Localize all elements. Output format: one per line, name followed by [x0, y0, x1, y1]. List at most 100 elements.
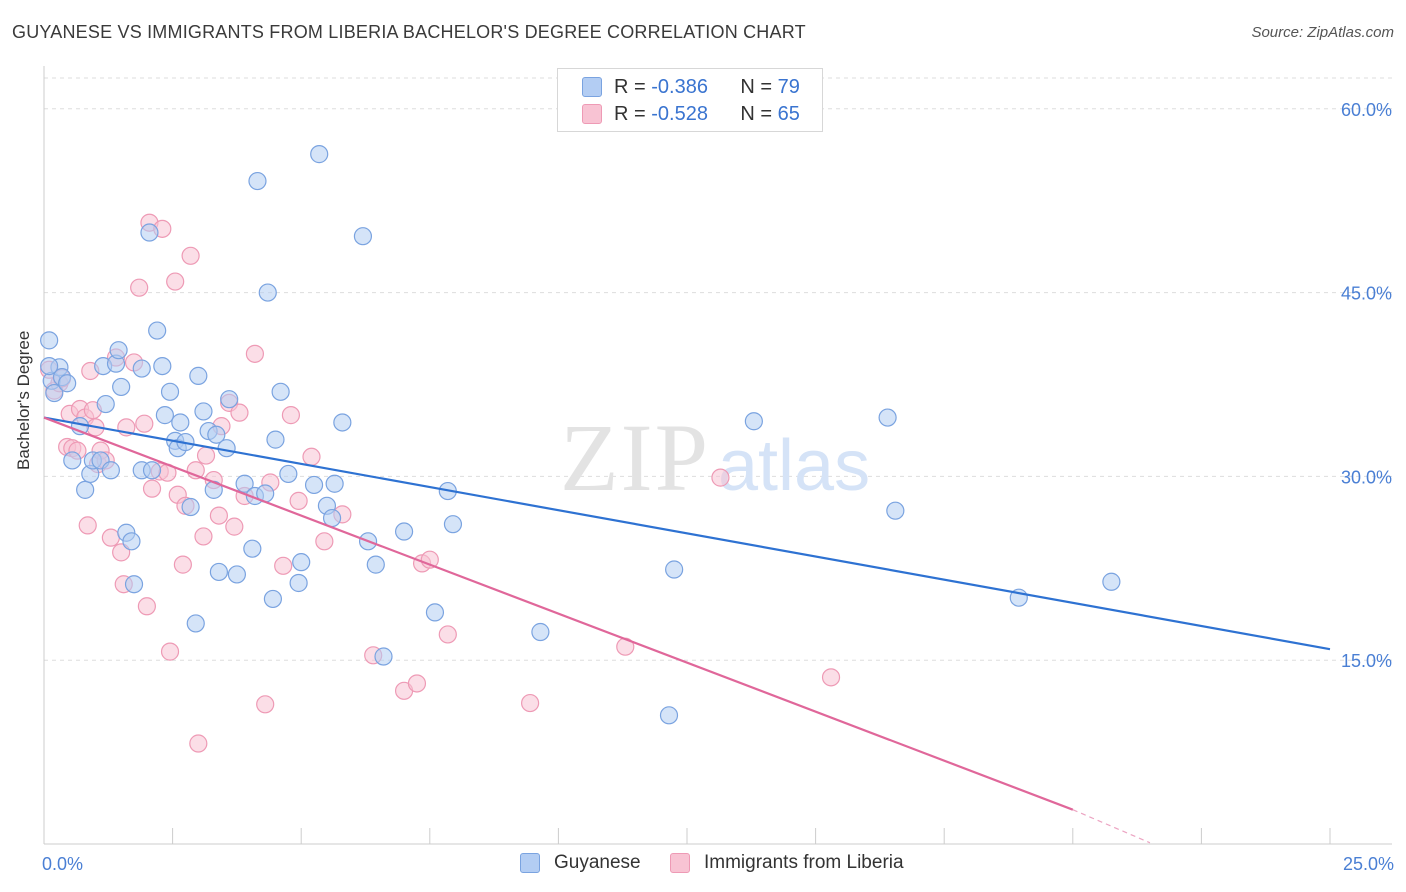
- guyanese-point: [63, 451, 82, 470]
- grid-lines: [44, 77, 1392, 661]
- legend-r-label: R =: [614, 102, 646, 125]
- guyanese-point: [394, 522, 414, 541]
- guyanese-point: [665, 560, 684, 579]
- liberia-point: [194, 527, 213, 546]
- liberia-point: [160, 642, 180, 661]
- guyanese-point: [207, 425, 226, 444]
- guyanese-point: [186, 614, 205, 633]
- liberia-point: [302, 447, 321, 466]
- guyanese-point: [181, 497, 200, 517]
- trend-lines: [43, 416, 1331, 844]
- y-tick-label: 15.0%: [1341, 651, 1392, 671]
- liberia-point: [407, 674, 427, 693]
- y-tick-label: 60.0%: [1341, 100, 1392, 120]
- y-tick-label: 45.0%: [1341, 284, 1392, 304]
- guyanese-point: [271, 382, 290, 401]
- trend-line-guyanese: [43, 416, 1331, 651]
- liberia-point: [209, 506, 228, 525]
- liberia-point: [166, 272, 185, 291]
- guyanese-point: [160, 382, 180, 401]
- guyanese-point: [243, 539, 262, 558]
- guyanese-point: [443, 515, 463, 534]
- guyanese-point: [353, 227, 373, 246]
- guyanese-point: [366, 555, 385, 574]
- liberia-point: [225, 517, 244, 536]
- liberia-point: [438, 625, 457, 644]
- guyanese-point: [258, 283, 277, 302]
- guyanese-point: [58, 374, 77, 393]
- guyanese-point: [310, 145, 329, 164]
- guyanese-point: [209, 562, 228, 582]
- guyanese-point: [263, 589, 283, 609]
- guyanese-point: [886, 501, 905, 520]
- guyanese-point: [112, 377, 131, 397]
- series-swatch-liberia: [670, 853, 690, 873]
- guyanese-point: [109, 341, 128, 360]
- axes: [43, 66, 1392, 845]
- liberia-point: [130, 278, 149, 297]
- liberia-point: [173, 555, 192, 574]
- legend-swatch-guyanese: [582, 77, 602, 97]
- trend-line-liberia-extension: [1072, 809, 1151, 844]
- guyanese-point: [333, 413, 352, 432]
- guyanese-point: [266, 430, 285, 449]
- watermark-zip: ZIP: [560, 404, 710, 511]
- legend-row-liberia: R = -0.528 N = 65: [582, 101, 800, 127]
- tick-labels: 15.0% 30.0% 45.0% 60.0% 0.0% 25.0%: [42, 100, 1394, 874]
- liberia-point: [137, 597, 156, 616]
- guyanese-point: [235, 474, 254, 493]
- series-legend-guyanese: Guyanese: [520, 852, 641, 874]
- guyanese-point: [124, 575, 144, 594]
- guyanese-point: [289, 573, 308, 593]
- series-liberia-points: [40, 213, 841, 753]
- guyanese-point: [374, 647, 393, 666]
- liberia-point: [315, 532, 334, 551]
- x-tick-label: 0.0%: [42, 854, 83, 874]
- legend-n-label: N =: [740, 102, 773, 125]
- liberia-point: [256, 695, 275, 714]
- liberia-point: [101, 528, 120, 547]
- guyanese-point: [325, 474, 344, 493]
- legend-n-label: N =: [740, 75, 773, 98]
- liberia-point: [189, 734, 208, 753]
- guyanese-point: [96, 394, 115, 414]
- liberia-point: [711, 468, 730, 487]
- guyanese-point: [155, 406, 174, 425]
- liberia-point: [245, 344, 265, 363]
- series-legend: Guyanese Immigrants from Liberia: [0, 852, 1406, 878]
- liberia-point: [135, 414, 154, 433]
- guyanese-point: [279, 464, 298, 484]
- guyanese-point: [531, 622, 550, 642]
- guyanese-point: [878, 408, 897, 427]
- guyanese-point: [425, 603, 445, 622]
- legend-swatch-liberia: [582, 104, 602, 124]
- guyanese-point: [122, 532, 141, 551]
- guyanese-point: [248, 171, 267, 191]
- guyanese-point: [189, 366, 208, 385]
- liberia-point: [181, 246, 200, 265]
- guyanese-point: [40, 356, 59, 376]
- legend-n-value: 79: [777, 75, 800, 98]
- liberia-point: [196, 446, 216, 465]
- chart-title: GUYANESE VS IMMIGRANTS FROM LIBERIA BACH…: [12, 22, 806, 42]
- guyanese-point: [1102, 572, 1121, 591]
- liberia-point: [230, 403, 249, 422]
- y-tick-label: 30.0%: [1341, 467, 1392, 487]
- series-legend-liberia: Immigrants from Liberia: [670, 852, 904, 874]
- liberia-point: [821, 668, 841, 687]
- legend-r-value: -0.528: [651, 102, 708, 125]
- source-credit: Source: ZipAtlas.com: [1251, 24, 1394, 41]
- guyanese-point: [142, 461, 162, 480]
- liberia-point: [289, 491, 308, 510]
- guyanese-point: [194, 402, 213, 421]
- guyanese-point: [171, 413, 190, 432]
- guyanese-point: [292, 553, 311, 572]
- liberia-point: [78, 516, 97, 535]
- series-label-guyanese: Guyanese: [554, 852, 641, 873]
- guyanese-point: [217, 439, 236, 458]
- trend-line-liberia: [43, 416, 1074, 811]
- legend-row-guyanese: R = -0.386 N = 79: [582, 74, 800, 100]
- correlation-legend: R = -0.386 N = 79 R = -0.528 N = 65: [557, 68, 823, 132]
- guyanese-point: [659, 706, 679, 725]
